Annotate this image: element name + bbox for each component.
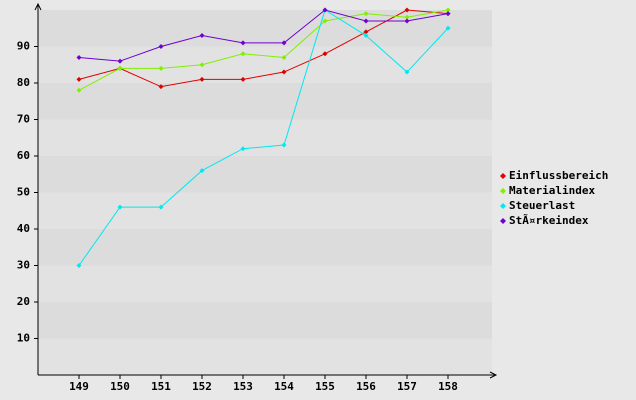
- y-tick-label: 90: [17, 40, 30, 53]
- data-point: [322, 7, 328, 13]
- data-point: [363, 11, 369, 17]
- grid-band: [38, 338, 492, 375]
- x-tick-label: 149: [69, 380, 89, 393]
- data-point: [240, 51, 246, 57]
- data-point: [117, 204, 123, 210]
- grid-band: [38, 302, 492, 339]
- grid-band: [38, 83, 492, 120]
- data-point: [322, 18, 328, 24]
- grid-band: [38, 265, 492, 302]
- legend-label: Einflussbereich: [509, 169, 608, 182]
- grid-band: [38, 192, 492, 229]
- grid-band: [38, 119, 492, 156]
- x-tick-label: 151: [151, 380, 171, 393]
- y-tick-label: 60: [17, 149, 30, 162]
- data-point: [445, 11, 451, 17]
- data-point: [445, 7, 451, 13]
- legend-marker: [500, 188, 506, 194]
- data-point: [199, 76, 205, 82]
- data-point: [76, 87, 82, 93]
- data-point: [158, 204, 164, 210]
- data-point: [404, 14, 410, 20]
- y-axis-arrow: [34, 2, 42, 11]
- data-point: [363, 33, 369, 39]
- x-tick-label: 154: [274, 380, 294, 393]
- data-point: [281, 69, 287, 75]
- legend-marker: [500, 218, 506, 224]
- x-tick-label: 152: [192, 380, 212, 393]
- y-tick-label: 30: [17, 259, 30, 272]
- data-point: [76, 76, 82, 82]
- data-point: [322, 51, 328, 57]
- y-tick-label: 20: [17, 295, 30, 308]
- data-point: [158, 84, 164, 90]
- data-point: [240, 76, 246, 82]
- x-axis-arrow: [489, 371, 498, 379]
- x-tick-label: 158: [438, 380, 458, 393]
- y-tick-label: 70: [17, 113, 30, 126]
- x-tick-label: 157: [397, 380, 417, 393]
- data-point: [76, 263, 82, 268]
- grid-band: [38, 46, 492, 83]
- legend-label: Steuerlast: [509, 199, 575, 212]
- y-tick-label: 40: [17, 222, 30, 235]
- data-point: [363, 29, 369, 35]
- x-tick-label: 150: [110, 380, 130, 393]
- grid-band: [38, 10, 492, 47]
- data-point: [445, 25, 451, 31]
- y-tick-label: 80: [17, 76, 30, 89]
- data-point: [404, 7, 410, 13]
- data-point: [158, 65, 164, 71]
- legend-marker: [500, 203, 506, 209]
- data-point: [199, 62, 205, 68]
- data-point: [76, 54, 82, 60]
- series-line: [78, 9, 449, 91]
- data-point: [117, 65, 123, 71]
- data-point: [117, 58, 123, 64]
- data-point: [199, 168, 205, 174]
- data-point: [404, 18, 410, 24]
- data-point: [158, 44, 164, 49]
- data-point: [199, 33, 205, 39]
- legend-label: Materialindex: [509, 184, 595, 197]
- data-point: [281, 40, 287, 46]
- data-point: [404, 69, 410, 75]
- x-tick-label: 155: [315, 380, 335, 393]
- series-line: [78, 9, 449, 266]
- grid-band: [38, 229, 492, 266]
- series-line: [78, 9, 449, 62]
- data-point: [281, 54, 287, 60]
- y-tick-label: 50: [17, 186, 30, 199]
- x-tick-label: 153: [233, 380, 253, 393]
- legend-label: StÃ¤rkeindex: [509, 214, 589, 227]
- data-point: [281, 142, 287, 148]
- y-tick-label: 10: [17, 332, 30, 345]
- data-point: [240, 40, 246, 46]
- x-tick-label: 156: [356, 380, 376, 393]
- grid-band: [38, 156, 492, 193]
- legend-marker: [500, 173, 506, 179]
- data-point: [240, 146, 246, 152]
- data-point: [363, 18, 369, 24]
